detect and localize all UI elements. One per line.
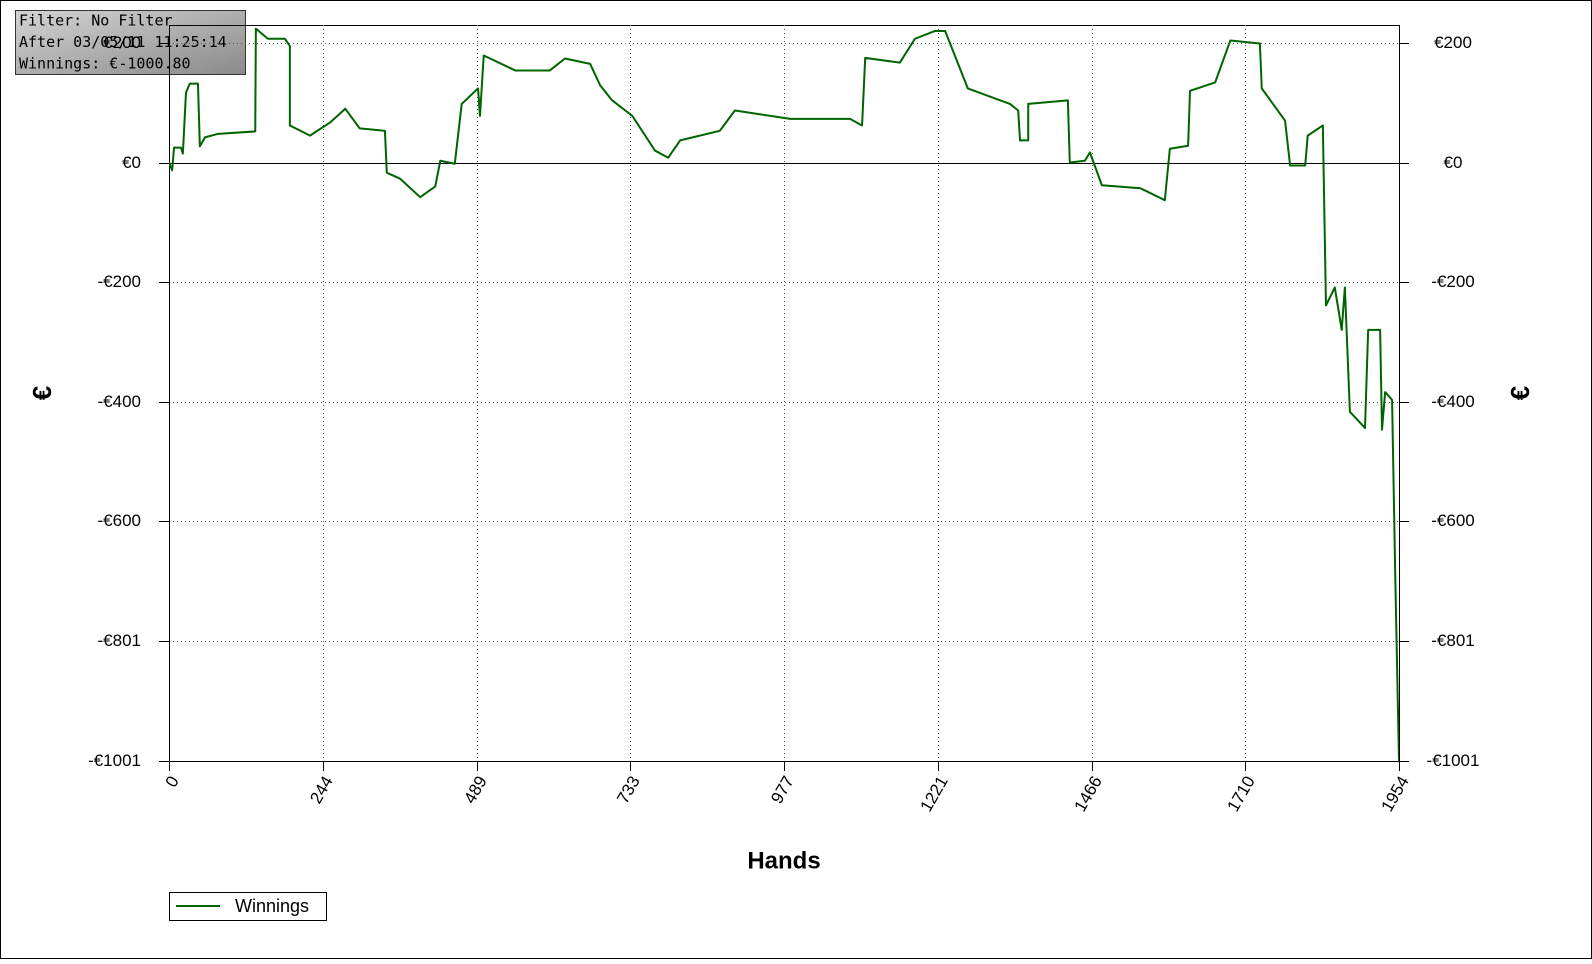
y-tick-label: -€200 (98, 272, 141, 291)
info-box-bg (15, 10, 246, 75)
legend-label: Winnings (235, 896, 309, 916)
y2-tick-label: €200 (1434, 33, 1472, 52)
y2-tick-label: -€400 (1431, 392, 1474, 411)
y2-axis-label: € (1505, 386, 1535, 400)
y-tick-label: €0 (122, 153, 141, 172)
series-line (169, 27, 1399, 761)
info-line: Winnings: €-1000.80 (19, 55, 191, 73)
y2-tick-label: -€200 (1431, 272, 1474, 291)
y2-tick-label: -€600 (1431, 511, 1474, 530)
y-tick-label: €200 (103, 33, 141, 52)
y-tick-label: -€600 (98, 511, 141, 530)
y2-tick-label: €0 (1444, 153, 1463, 172)
legend: Winnings (169, 892, 327, 921)
info-line: After 03/05/11 11:25:14 (19, 33, 227, 51)
y-tick-label: -€1001 (88, 751, 141, 770)
y-axis-label: € (27, 386, 57, 400)
y-tick-label: -€801 (98, 631, 141, 650)
y-tick-label: -€400 (98, 392, 141, 411)
x-axis-label: Hands (747, 847, 820, 874)
y2-tick-label: -€1001 (1427, 751, 1480, 770)
series (169, 27, 1399, 761)
info-line: Filter: No Filter (19, 12, 173, 30)
info-box: Filter: No Filter After 03/05/11 11:25:14… (15, 10, 246, 75)
y2-tick-label: -€801 (1431, 631, 1474, 650)
